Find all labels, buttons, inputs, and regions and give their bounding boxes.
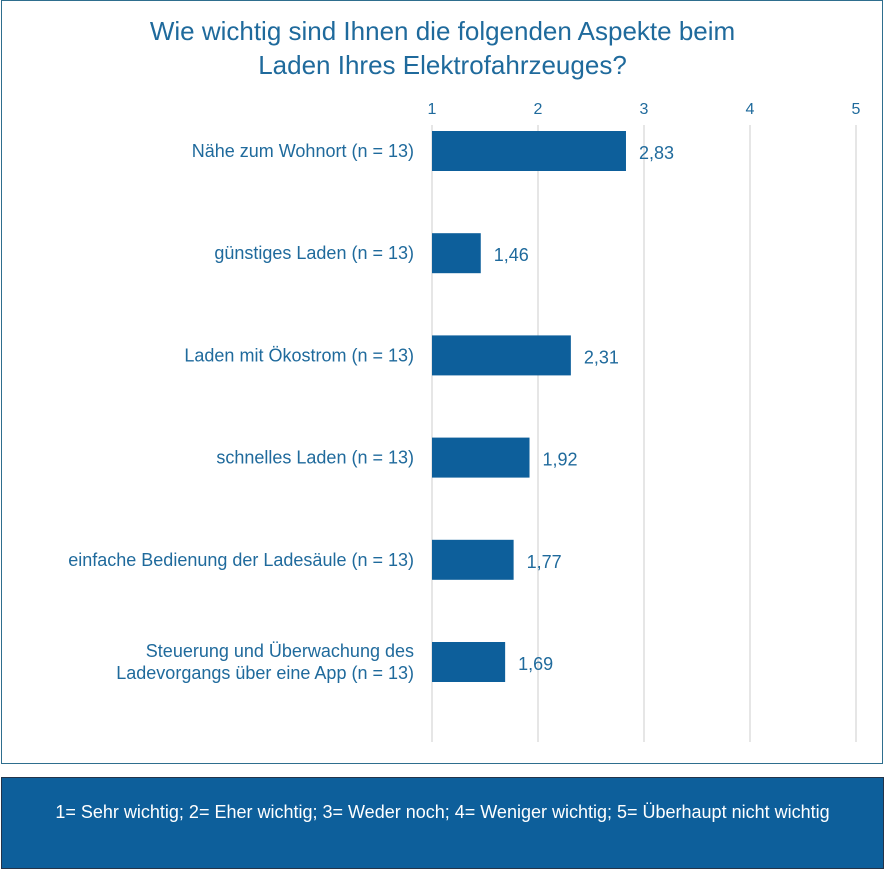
bar-6 bbox=[432, 642, 506, 682]
grid-lines bbox=[431, 125, 857, 742]
category-label-6: Steuerung und Überwachung des Ladevorgang… bbox=[116, 641, 414, 683]
x-tick-label-5: 5 bbox=[852, 101, 861, 118]
x-tick-label-3: 3 bbox=[640, 101, 649, 118]
category-labels: Nähe zum Wohnort (n = 13) günstiges Laden… bbox=[68, 141, 414, 683]
x-tick-label-4: 4 bbox=[746, 101, 755, 118]
data-label-3: 2,31 bbox=[584, 347, 619, 367]
scale-legend: 1= Sehr wichtig; 2= Eher wichtig; 3= Wed… bbox=[1, 777, 884, 869]
data-label-4: 1,92 bbox=[543, 450, 578, 470]
data-label-2: 1,46 bbox=[494, 245, 529, 265]
bar-3 bbox=[432, 335, 571, 376]
x-tick-label-1: 1 bbox=[428, 101, 437, 118]
chart-frame bbox=[1, 0, 883, 764]
data-label-6: 1,69 bbox=[518, 654, 553, 674]
category-label-2: günstiges Laden (n = 13) bbox=[214, 243, 414, 263]
data-label-1: 2,83 bbox=[639, 143, 674, 163]
bar-4 bbox=[432, 437, 530, 478]
category-label-3: Laden mit Ökostrom (n = 13) bbox=[184, 345, 414, 365]
category-label-1: Nähe zum Wohnort (n = 13) bbox=[192, 141, 414, 161]
data-labels: 2,83 1,46 2,31 1,92 1,77 1,69 bbox=[494, 143, 674, 674]
bar-2 bbox=[432, 233, 481, 274]
bars bbox=[432, 131, 626, 682]
x-axis-ticks: 1 2 3 4 5 bbox=[428, 101, 861, 118]
category-label-4: schnelles Laden (n = 13) bbox=[216, 448, 414, 468]
data-label-5: 1,77 bbox=[527, 552, 562, 572]
chart-title: Wie wichtig sind Ihnen die folgenden Asp… bbox=[149, 16, 736, 80]
bar-1 bbox=[432, 131, 626, 171]
category-label-5: einfache Bedienung der Ladesäule (n = 13… bbox=[68, 550, 414, 570]
bar-5 bbox=[432, 539, 514, 580]
bar-chart: 1 2 3 4 5 Nähe zum Wohnort (n = 13) günstiges… bbox=[68, 101, 861, 742]
x-tick-label-2: 2 bbox=[534, 101, 543, 118]
